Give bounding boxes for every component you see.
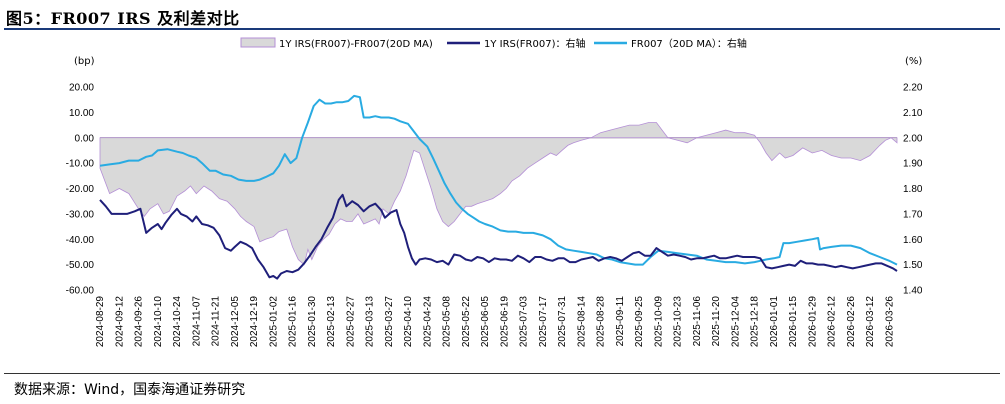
left-tick-label: -20.00	[66, 184, 95, 195]
x-tick-label: 2025-07-17	[538, 296, 549, 348]
right-tick-label: 2.20	[903, 83, 923, 94]
x-tick-label: 2025-10-09	[653, 296, 664, 348]
x-tick-label: 2026-02-26	[846, 296, 857, 348]
x-tick-label: 2025-08-14	[576, 296, 587, 348]
x-tick-label: 2024-10-24	[172, 296, 183, 348]
x-tick-label: 2024-12-19	[249, 296, 260, 348]
x-tick-label: 2024-09-12	[114, 296, 125, 348]
x-tick-label: 2025-11-20	[711, 296, 722, 347]
x-tick-label: 2026-03-26	[884, 296, 895, 348]
x-tick-label: 2025-01-30	[307, 296, 318, 348]
fr007-ma-line	[99, 94, 898, 266]
chart: 20.00 10.00 0.00 -10.00 -20.00 -30.00 -40.00 -5…	[66, 37, 923, 348]
right-tick-label: 1.40	[903, 286, 923, 297]
x-tick-label: 2025-04-24	[422, 296, 433, 348]
spread-series-layer	[99, 122, 898, 266]
x-tick-label: 2025-09-25	[634, 296, 645, 348]
x-tick-label: 2026-03-12	[865, 296, 876, 348]
right-tick-label: 2.10	[903, 108, 923, 119]
right-tick-label: 1.70	[903, 209, 923, 220]
x-tick-label: 2025-07-03	[519, 296, 530, 348]
left-tick-label: -60.00	[66, 286, 95, 297]
left-tick-label: 20.00	[69, 83, 94, 94]
x-tick-label: 2025-02-27	[345, 296, 356, 348]
legend-label-spread: 1Y IRS(FR007)-FR007(20D MA)	[279, 39, 433, 50]
x-tick-label: 2026-01-01	[769, 296, 780, 348]
x-tick-label: 2025-06-19	[499, 296, 510, 348]
source-note: 数据来源：Wind，国泰海通证券研究	[14, 382, 246, 398]
x-tick-label: 2026-01-29	[807, 296, 818, 348]
x-tick-label: 2025-02-13	[326, 296, 337, 348]
x-tick-label: 2025-05-22	[461, 296, 472, 348]
left-tick-label: -10.00	[66, 159, 95, 170]
right-axis-unit: (%)	[905, 56, 922, 67]
x-tick-label: 2025-03-27	[384, 296, 395, 348]
legend-swatch-spread	[240, 37, 276, 48]
x-tick-label: 2025-12-04	[730, 296, 741, 348]
irs-line	[99, 193, 898, 280]
spread-area	[99, 122, 898, 266]
figure-title: 图5：FR007 IRS 及利差对比	[6, 9, 240, 28]
x-tick-label: 2025-08-28	[596, 296, 607, 348]
x-tick-label: 2025-11-06	[692, 296, 703, 347]
left-tick-label: -40.00	[66, 235, 95, 246]
left-tick-label: 10.00	[69, 108, 94, 119]
legend-label-irs: 1Y IRS(FR007)：右轴	[484, 37, 585, 50]
x-tick-label: 2025-01-16	[288, 296, 299, 348]
x-tick-label: 2024-11-21	[211, 296, 222, 347]
right-tick-label: 1.60	[903, 235, 923, 246]
x-tick-label: 2025-05-08	[442, 296, 453, 348]
x-tick-label: 2024-12-05	[230, 296, 241, 348]
x-tick-label: 2025-12-18	[750, 296, 761, 348]
line-series-layer	[99, 94, 898, 280]
right-tick-label: 1.80	[903, 184, 923, 195]
left-tick-label: -50.00	[66, 260, 95, 271]
x-tick-label: 2025-09-11	[615, 296, 626, 347]
right-tick-label: 2.00	[903, 133, 923, 144]
left-tick-label: 0.00	[75, 133, 95, 144]
x-tick-label: 2024-10-10	[153, 296, 164, 348]
right-tick-label: 1.50	[903, 260, 923, 271]
legend-label-fr: FR007（20D MA）：右轴	[631, 37, 747, 50]
x-tick-label: 2025-10-23	[673, 296, 684, 348]
x-tick-label: 2024-11-07	[191, 296, 202, 347]
left-axis-unit: (bp)	[74, 56, 95, 67]
right-tick-label: 1.90	[903, 159, 923, 170]
x-tick-label: 2025-04-10	[403, 296, 414, 348]
x-tick-label: 2025-03-13	[365, 296, 376, 348]
legend: 1Y IRS(FR007)-FR007(20D MA) 1Y IRS(FR007…	[240, 37, 747, 50]
axes-layer: 20.00 10.00 0.00 -10.00 -20.00 -30.00 -40.00 -5…	[66, 83, 923, 348]
x-tick-label: 2024-09-26	[134, 296, 145, 348]
x-tick-label: 2025-06-05	[480, 296, 491, 348]
title-rule	[4, 28, 1000, 30]
x-tick-label: 2026-02-12	[827, 296, 838, 348]
x-tick-label: 2025-07-31	[557, 296, 568, 348]
x-tick-label: 2025-01-02	[268, 296, 279, 348]
source-rule	[4, 373, 1000, 374]
x-tick-label: 2024-08-29	[95, 296, 106, 348]
x-tick-label: 2026-01-15	[788, 296, 799, 348]
left-tick-label: -30.00	[66, 209, 95, 220]
